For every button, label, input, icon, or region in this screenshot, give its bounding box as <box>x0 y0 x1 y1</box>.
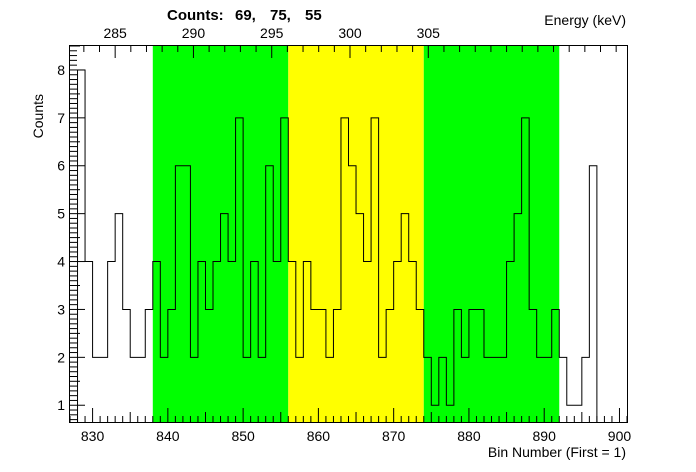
top-tick-label: 285 <box>103 25 127 41</box>
histogram-layer <box>77 69 598 422</box>
y-tick-label: 8 <box>57 62 65 78</box>
top-tick-label: 300 <box>338 25 362 41</box>
top-tick-label: 305 <box>417 25 441 41</box>
x-tick-label: 870 <box>382 428 406 444</box>
histogram-step-line <box>77 69 598 422</box>
plot-frame <box>69 45 628 423</box>
y-tick-label: 2 <box>57 349 65 365</box>
counts-value: 75, <box>270 7 291 24</box>
x-tick-label: 830 <box>81 428 105 444</box>
x-tick-label: 860 <box>307 428 331 444</box>
x-tick-label: 890 <box>533 428 557 444</box>
y-tick-label: 3 <box>57 301 65 317</box>
counts-value: 69, <box>235 7 256 24</box>
y-tick-label: 4 <box>57 254 65 270</box>
x-tick-label: 840 <box>156 428 180 444</box>
y-axis-title: Counts <box>30 94 46 138</box>
x-tick-label: 850 <box>231 428 255 444</box>
counts-label: Counts: <box>167 7 224 24</box>
y-tick-label: 6 <box>57 158 65 174</box>
regions-layer <box>152 46 560 422</box>
top-axis-title: Energy (keV) <box>544 12 626 28</box>
top-tick-label: 295 <box>260 25 284 41</box>
x-axis-title: Bin Number (First = 1) <box>488 444 626 460</box>
counts-value: 55 <box>305 7 322 24</box>
region-right-background <box>423 46 560 422</box>
y-tick-label: 1 <box>57 397 65 413</box>
region-peak <box>288 46 424 422</box>
y-tick-label: 7 <box>57 110 65 126</box>
x-tick-label: 900 <box>608 428 632 444</box>
ticks-layer <box>69 45 628 422</box>
y-tick-label: 5 <box>57 206 65 222</box>
x-tick-label: 880 <box>457 428 481 444</box>
top-tick-label: 290 <box>182 25 206 41</box>
